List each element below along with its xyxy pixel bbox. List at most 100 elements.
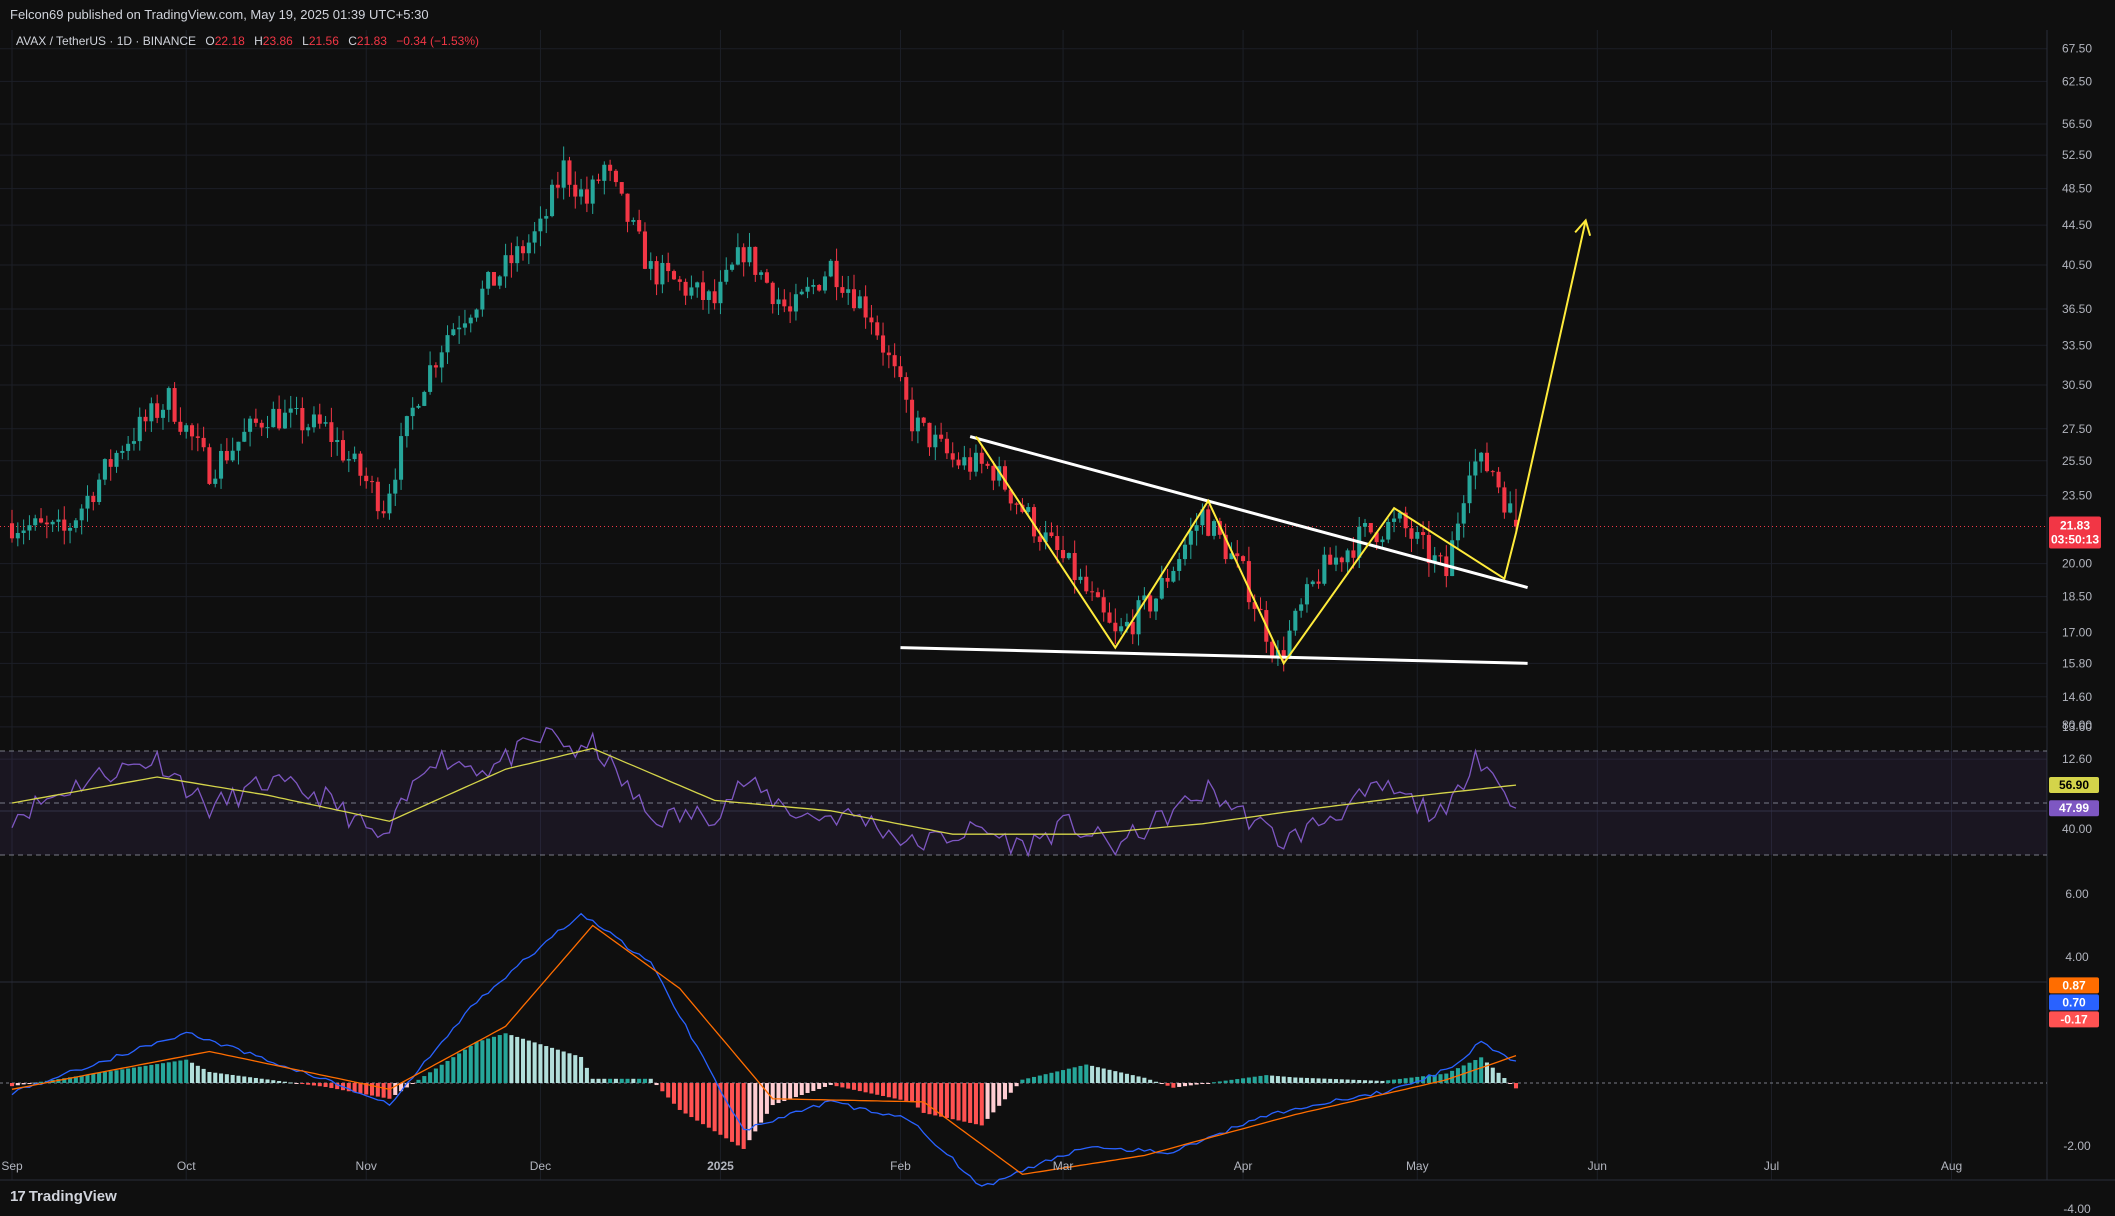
macd-histogram-bar [21,1083,26,1085]
symbol-legend[interactable]: AVAX / TetherUS · 1D · BINANCE O22.18 H2… [16,34,479,48]
lower-trendline[interactable] [900,646,1528,665]
candle [468,314,473,333]
last-price-value: 21.83 [2060,519,2090,533]
candle [265,415,270,439]
candle [1345,548,1350,575]
candle [56,509,61,532]
candle [497,275,502,290]
candle [224,438,229,464]
macd-histogram-bar [997,1083,1002,1106]
price-tick-label: 14.60 [2062,690,2092,704]
candle [91,491,96,511]
macd-histogram-bar [1392,1079,1397,1083]
macd-histogram-bar [1270,1075,1275,1083]
macd-histogram-bar [1502,1078,1507,1083]
macd-histogram-bar [503,1033,508,1083]
candle [1281,636,1286,672]
macd-histogram-bar [457,1053,462,1083]
pattern-path[interactable] [975,220,1587,666]
histogram-tag-label: -0.17 [2060,1012,2088,1026]
macd-histogram-bar [422,1076,427,1083]
tradingview-logo-icon: 17 [10,1188,26,1205]
macd-tick-label: -4.00 [2063,1202,2091,1216]
candle [985,461,990,469]
candle [1490,469,1495,477]
candle [526,234,531,265]
candle [491,271,497,286]
macd-line [11,912,1517,1187]
macd-histogram-bar [817,1083,822,1089]
macd-histogram-bar [79,1075,84,1083]
macd-histogram-bar [776,1083,781,1104]
macd-histogram-bar [1026,1078,1031,1083]
candle [730,262,735,272]
candle [828,258,833,278]
macd-histogram-bar [1031,1076,1037,1083]
macd-histogram-bar [1206,1083,1211,1084]
time-axis: Sep Oct Nov Dec 2025 Feb Mar Apr May Jun Jul Aug [1,1159,1962,1173]
macd-histogram-bar [1113,1071,1118,1083]
macd-histogram-bar [526,1040,531,1083]
macd-histogram-bar [68,1077,73,1083]
candle [944,432,949,460]
macd-histogram-bar [1159,1083,1164,1084]
macd-histogram-bar [1002,1083,1008,1100]
candle [910,387,915,442]
candlestick-series [9,146,1519,672]
macd-histogram-bar [851,1083,857,1090]
candle [1107,602,1112,624]
macd-histogram-bar [253,1077,258,1083]
macd-histogram-bar [939,1083,944,1117]
macd-histogram-bar [1229,1079,1234,1083]
macd-histogram-bar [1095,1067,1100,1083]
candle [584,176,589,213]
candle [126,436,131,461]
candle [532,222,537,254]
candle [631,217,636,226]
candle [428,351,433,395]
macd-histogram-bar [1055,1071,1060,1083]
candle [671,269,677,281]
candle [1095,587,1100,598]
candle [1473,448,1478,490]
rsi-ma-tag: 56.90 [2049,777,2099,794]
macd-histogram-bar [91,1073,96,1083]
macd-histogram-bar [364,1083,369,1095]
macd-histogram-bar [1246,1077,1251,1083]
macd-histogram-bar [1194,1083,1199,1085]
macd-histogram-bar [1153,1081,1159,1083]
candle [973,444,978,477]
macd-histogram-bar [567,1053,572,1083]
macd-histogram-bar [242,1076,247,1083]
candle [596,173,601,184]
candle [329,407,334,457]
candle [718,270,723,315]
macd-histogram-bar [462,1049,467,1083]
candle [33,514,38,531]
macd-histogram-bar [1362,1080,1368,1083]
upper-trendline[interactable] [969,435,1529,589]
tradingview-brand[interactable]: 17 TradingView [10,1188,117,1205]
symbol-name[interactable]: AVAX / TetherUS · 1D · BINANCE [16,34,197,48]
candle [759,270,764,280]
candle [1159,565,1164,600]
candle [881,322,886,366]
macd-histogram-bar [114,1070,119,1083]
candle [1409,520,1414,553]
candle [44,515,49,539]
candle [375,477,380,520]
candle [317,403,322,429]
macd-histogram-bar [950,1083,955,1120]
macd-histogram-bar [1020,1079,1025,1083]
macd-histogram-bar [637,1078,642,1083]
candle [1113,608,1118,645]
macd-histogram-bar [85,1074,90,1083]
candle [166,386,171,423]
macd-histogram-bar [770,1083,775,1106]
macd-histogram-bar [1473,1060,1478,1083]
candle [457,315,462,344]
candle [1258,597,1263,611]
macd-histogram-bar [915,1083,920,1108]
candle [68,523,73,544]
